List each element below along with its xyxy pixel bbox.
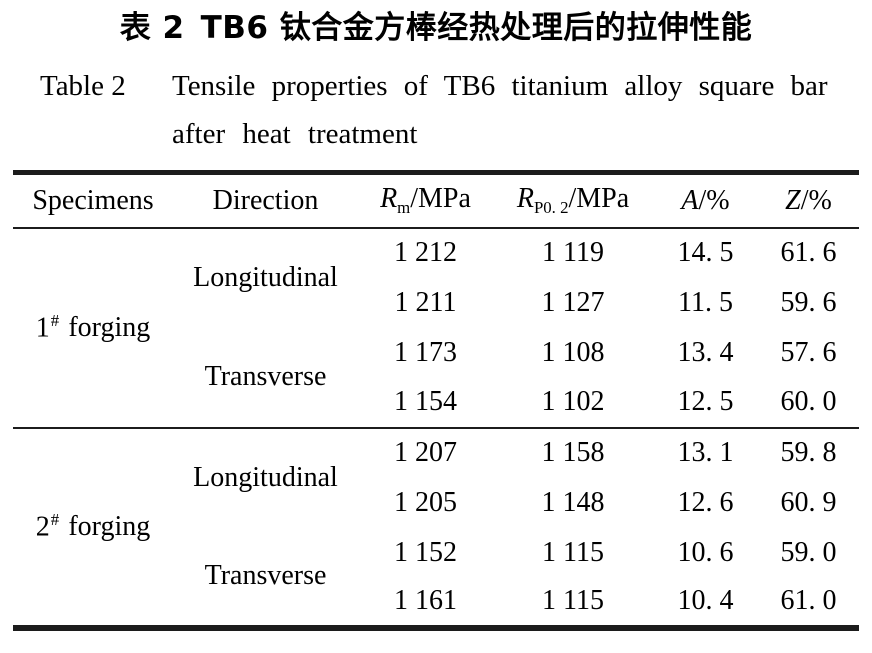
cell-z: 61. 0 <box>780 585 837 616</box>
rp02-unit: /MPa <box>568 183 630 215</box>
cell-a: 10. 4 <box>677 585 734 616</box>
header-reduction: Z/% <box>758 173 859 228</box>
table-number-en: Table 2 <box>40 70 126 102</box>
cell-a: 12. 6 <box>677 486 734 518</box>
header-rp02: RP0. 2/MPa <box>493 173 653 228</box>
cell-rp02: 1 102 <box>541 386 605 417</box>
specimen-cell-2: 2# forging <box>13 428 173 628</box>
cell-rp02: 1 127 <box>541 286 605 318</box>
cell-rm: 1 161 <box>394 585 457 616</box>
specimen-word: forging <box>68 511 151 543</box>
section-forging-1: 1# forging Longitudinal 1 212 1 119 14. 5… <box>13 228 859 428</box>
specimen-cell-1: 1# forging <box>13 228 173 428</box>
cell-rp02: 1 158 <box>541 437 605 468</box>
table-row: 1 154 1 102 12. 5 60. 0 <box>13 378 859 428</box>
specimen-word: forging <box>68 312 151 344</box>
cell-z: 57. 6 <box>780 336 837 368</box>
direction-cell: Longitudinal <box>193 462 338 493</box>
cell-z: 60. 0 <box>780 386 837 417</box>
cell-a: 10. 6 <box>677 536 734 568</box>
table-title-english-line1: Table 2 Tensile properties of TB6 titaniu… <box>40 68 860 104</box>
table-row: 1# forging Longitudinal 1 212 1 119 14. 5… <box>13 228 859 343</box>
cell-rp02: 1 119 <box>542 237 604 268</box>
cell-z: 59. 0 <box>780 536 837 568</box>
table-title-en-text: Tensile properties of TB6 titanium alloy… <box>172 70 828 102</box>
z-symbol: Z <box>785 184 801 216</box>
section-forging-2: 2# forging Longitudinal 1 207 1 158 13. 1… <box>13 427 859 628</box>
cell-a: 11. 5 <box>678 286 733 318</box>
table-title-zh-text: TB6 钛合金方棒经热处理后的拉伸性能 <box>200 10 753 46</box>
header-direction: Direction <box>212 184 319 216</box>
table-row: 2# forging Longitudinal 1 207 1 158 13. 1… <box>13 427 859 542</box>
cell-a: 12. 5 <box>677 386 734 417</box>
cell-rm: 1 173 <box>394 336 457 368</box>
a-unit: /% <box>698 184 730 216</box>
cell-rp02: 1 115 <box>542 585 604 616</box>
cell-rm: 1 205 <box>394 486 457 518</box>
cell-rm: 1 154 <box>394 386 457 417</box>
rm-subscript: m <box>397 198 411 218</box>
rp02-symbol: R <box>516 183 534 215</box>
specimen-hash-sup: # <box>50 310 60 330</box>
table-title-english-line2: after heat treatment <box>172 118 418 150</box>
cell-z: 60. 9 <box>780 486 837 518</box>
table-row: Transverse 1 173 1 108 13. 4 57. 6 <box>13 328 859 393</box>
cell-rm: 1 152 <box>394 536 457 568</box>
rm-symbol: R <box>380 183 398 215</box>
specimen-hash-sup: # <box>50 509 60 529</box>
table-row: 1 205 1 148 12. 6 60. 9 <box>13 478 859 528</box>
cell-a: 14. 5 <box>677 237 734 268</box>
table-row: 1 161 1 115 10. 4 61. 0 <box>13 578 859 628</box>
table-title-chinese: 表 2 TB6 钛合金方棒经热处理后的拉伸性能 <box>0 8 872 48</box>
cell-z: 59. 6 <box>780 286 837 318</box>
rp02-subscript: P0. 2 <box>533 198 569 218</box>
cell-rp02: 1 115 <box>542 536 604 568</box>
cell-z: 61. 6 <box>780 237 837 268</box>
table-header: Specimens Direction Rm/MPa RP0. 2/MPa A/… <box>13 173 859 228</box>
cell-z: 59. 8 <box>780 437 837 468</box>
header-elongation: A/% <box>653 173 758 228</box>
direction-cell: Longitudinal <box>193 262 338 293</box>
specimen-number: 2 <box>35 511 50 543</box>
cell-a: 13. 4 <box>677 336 734 368</box>
header-rm: Rm/MPa <box>358 173 493 228</box>
table-row: 1 211 1 127 11. 5 59. 6 <box>13 278 859 328</box>
table-number-zh: 表 2 <box>119 10 185 46</box>
direction-cell: Transverse <box>204 361 327 392</box>
direction-cell: Transverse <box>204 560 327 591</box>
cell-rm: 1 212 <box>394 237 457 268</box>
cell-rm: 1 211 <box>394 286 457 318</box>
table-row: Transverse 1 152 1 115 10. 6 59. 0 <box>13 528 859 592</box>
cell-rp02: 1 108 <box>541 336 605 368</box>
specimen-number: 1 <box>35 312 50 344</box>
cell-rp02: 1 148 <box>541 486 605 518</box>
a-symbol: A <box>681 184 699 216</box>
tensile-properties-table: Specimens Direction Rm/MPa RP0. 2/MPa A/… <box>13 170 859 631</box>
header-row: Specimens Direction Rm/MPa RP0. 2/MPa A/… <box>13 173 859 228</box>
header-specimens: Specimens <box>32 184 154 216</box>
z-unit: /% <box>800 184 832 216</box>
cell-a: 13. 1 <box>677 437 734 468</box>
cell-rm: 1 207 <box>394 437 457 468</box>
rm-unit: /MPa <box>410 183 471 215</box>
